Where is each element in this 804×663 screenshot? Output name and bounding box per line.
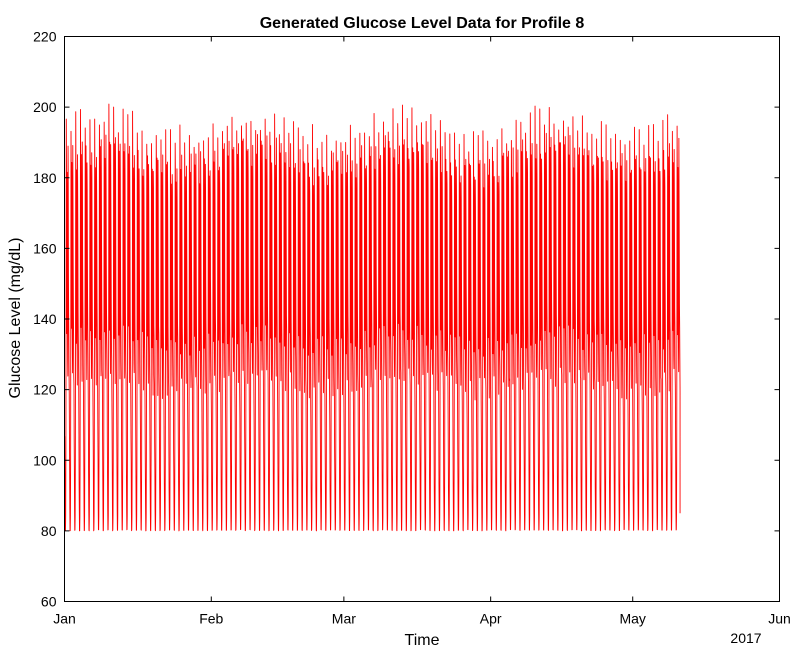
x-axis-label: Time bbox=[405, 632, 440, 649]
x-tick-label: Mar bbox=[332, 611, 356, 627]
x-tick-label: Jan bbox=[53, 611, 76, 627]
x-tick-label: Feb bbox=[199, 611, 223, 627]
y-tick-label: 80 bbox=[41, 523, 57, 539]
x-tick-label: Jun bbox=[768, 611, 791, 627]
chart-title: Generated Glucose Level Data for Profile… bbox=[260, 15, 585, 32]
x-axis-year-label: 2017 bbox=[730, 630, 761, 646]
y-tick-label: 160 bbox=[33, 240, 57, 256]
glucose-series-line bbox=[64, 103, 681, 535]
y-tick-label: 140 bbox=[33, 311, 57, 327]
y-tick-label: 220 bbox=[33, 29, 57, 45]
y-tick-label: 60 bbox=[41, 594, 57, 610]
x-tick-label: Apr bbox=[480, 611, 502, 627]
y-tick-label: 120 bbox=[33, 382, 57, 398]
y-tick-label: 180 bbox=[33, 170, 57, 186]
y-tick-label: 100 bbox=[33, 452, 57, 468]
y-axis-label: Glucose Level (mg/dL) bbox=[7, 238, 24, 399]
y-tick-label: 200 bbox=[33, 99, 57, 115]
x-tick-label: May bbox=[619, 611, 645, 627]
